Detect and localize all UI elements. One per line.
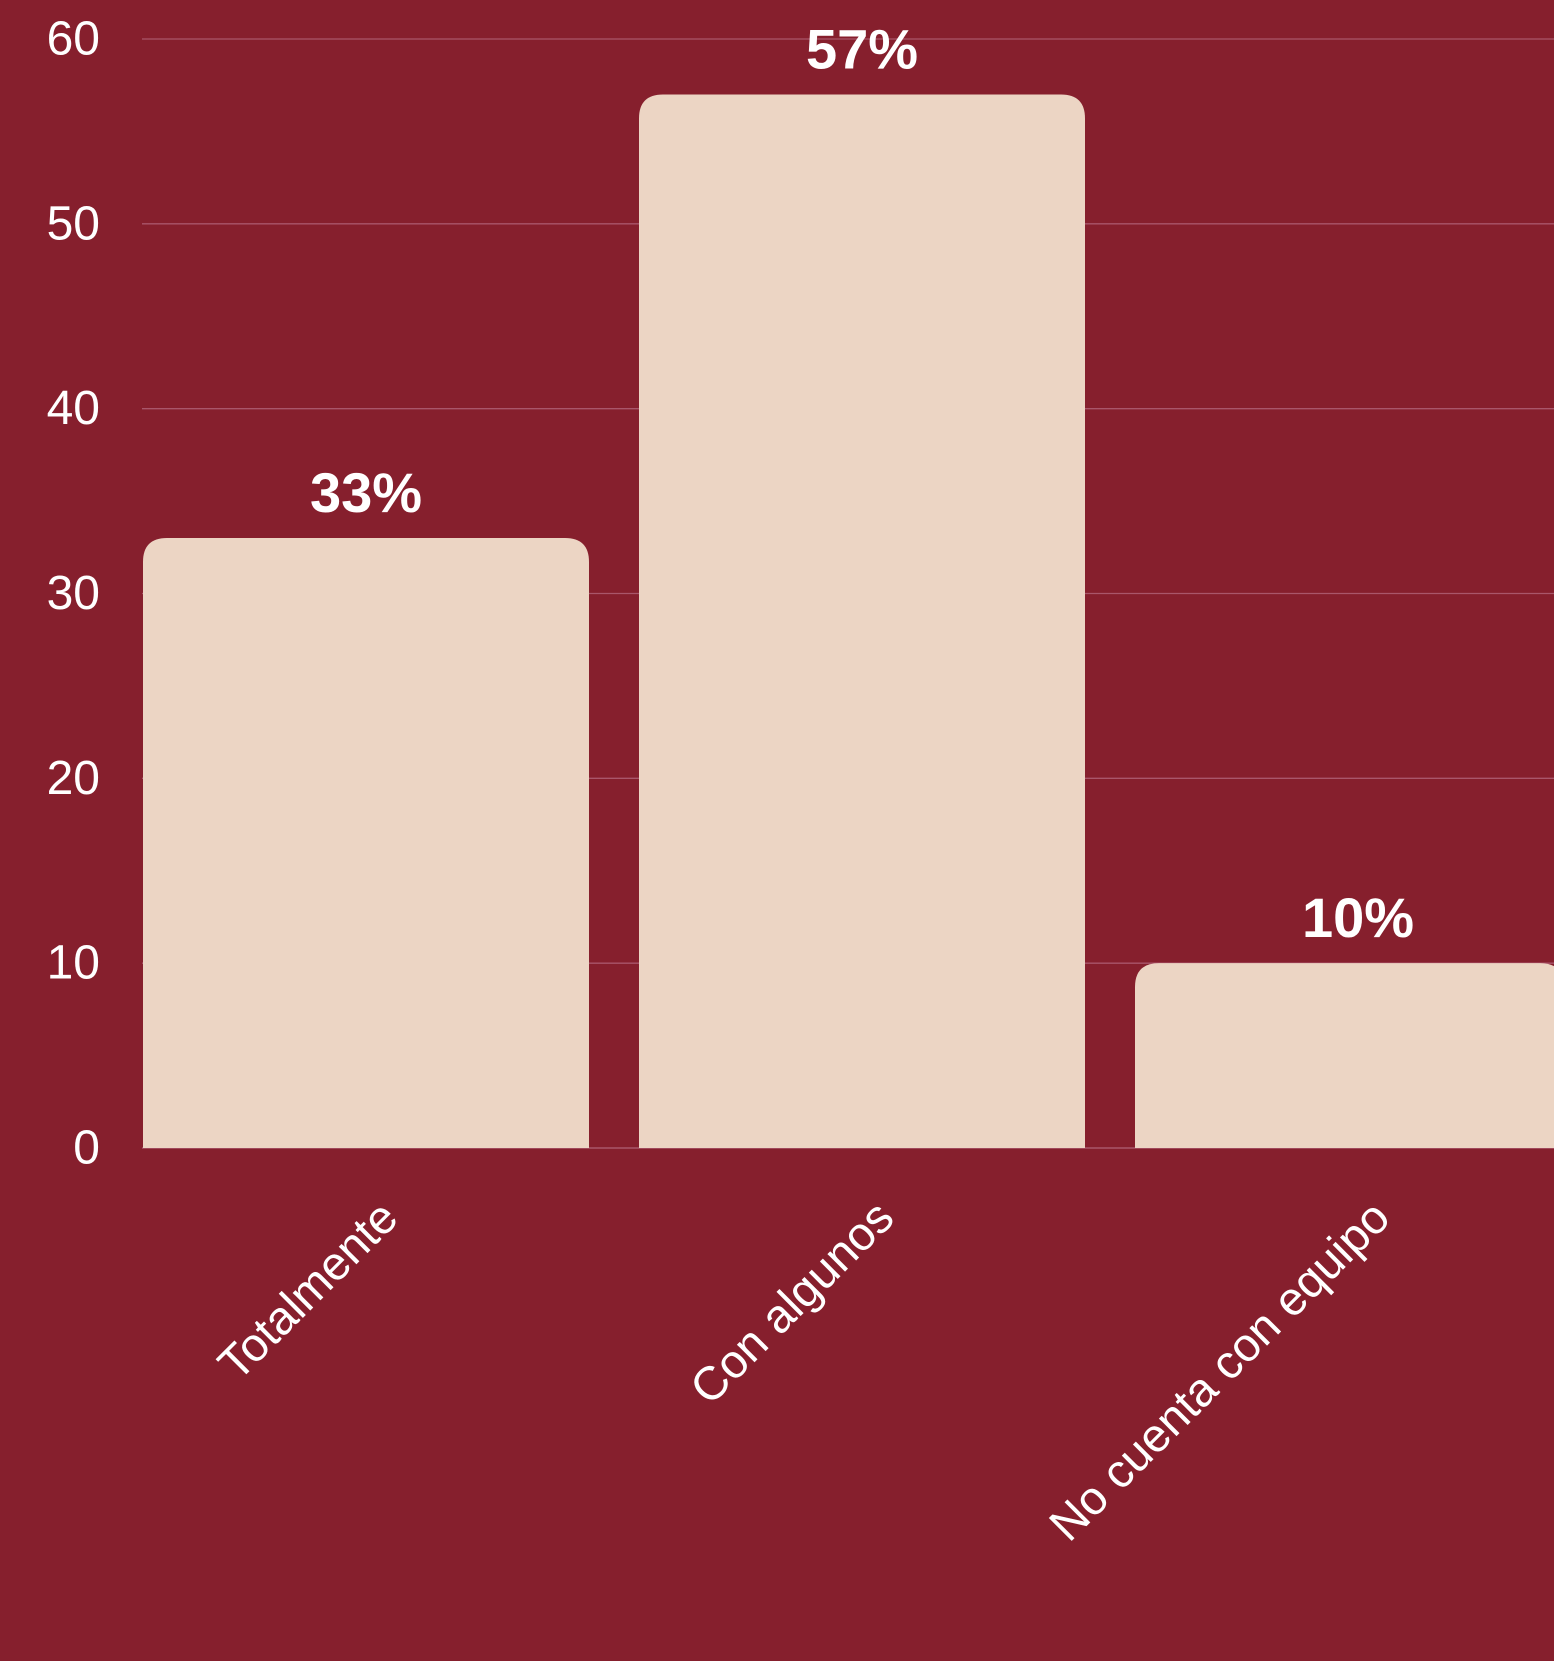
x-tick-label: Totalmente [207, 1190, 407, 1390]
y-tick-label: 50 [47, 197, 100, 250]
y-tick-label: 10 [47, 937, 100, 990]
bar-value-label: 33% [310, 461, 422, 524]
bar-totalmente [143, 538, 589, 1148]
bar-con-algunos [639, 94, 1085, 1149]
y-tick-label: 40 [47, 382, 100, 435]
y-axis-ticks: 0 10 20 30 40 50 60 [47, 13, 100, 1175]
x-tick-label: No cuenta con equipo [1039, 1190, 1400, 1551]
x-axis-labels: Totalmente Con algunos No cuenta con equip… [207, 1190, 1399, 1551]
bars [143, 94, 1554, 1149]
y-tick-label: 30 [47, 567, 100, 620]
y-tick-label: 0 [73, 1122, 100, 1175]
value-labels: 33% 57% 10% [310, 17, 1414, 949]
y-tick-label: 60 [47, 13, 100, 66]
bar-value-label: 10% [1302, 886, 1414, 949]
bar-value-label: 57% [806, 17, 918, 80]
x-tick-label: Con algunos [679, 1190, 903, 1414]
y-tick-label: 20 [47, 752, 100, 805]
bar-no-cuenta-con-equipo [1135, 963, 1554, 1148]
